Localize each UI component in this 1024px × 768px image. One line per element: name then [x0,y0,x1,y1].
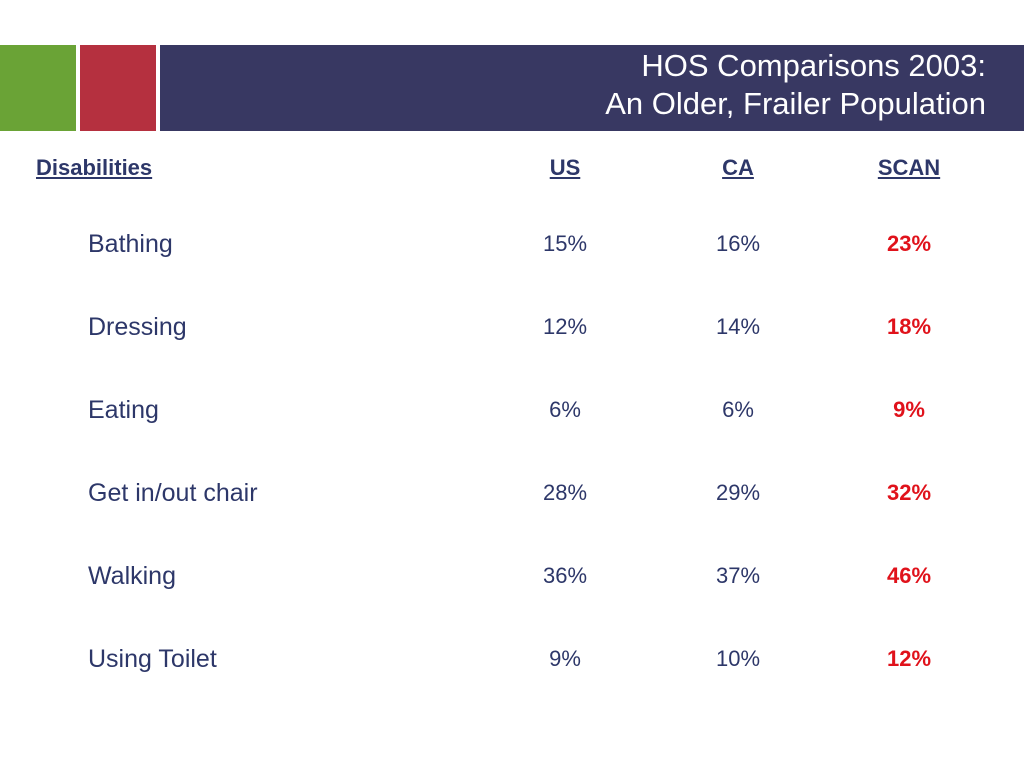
title-bar: HOS Comparisons 2003: An Older, Frailer … [160,45,1024,131]
red-accent-block [80,45,156,131]
slide-title: HOS Comparisons 2003: An Older, Frailer … [605,47,986,123]
cell-scan: 18% [886,314,932,339]
cell-us: 12% [542,314,588,339]
cell-scan: 12% [886,646,932,671]
header-us: US [549,155,581,180]
cell-us: 28% [542,480,588,505]
cell-scan: 32% [886,480,932,505]
cell-us: 15% [542,231,588,256]
header-ca: CA [722,155,754,180]
cell-scan: 46% [886,563,932,588]
row-label: Eating [88,396,159,424]
cell-us: 6% [549,397,581,422]
cell-scan: 9% [893,397,925,422]
slide-title-line-2: An Older, Frailer Population [605,86,986,121]
row-label: Using Toilet [88,645,217,673]
cell-ca: 14% [715,314,761,339]
cell-ca: 6% [722,397,754,422]
header-scan: SCAN [877,155,941,180]
row-label: Dressing [88,313,187,341]
cell-ca: 37% [715,563,761,588]
slide-title-line-1: HOS Comparisons 2003: [641,48,986,83]
cell-ca: 16% [715,231,761,256]
cell-ca: 29% [715,480,761,505]
header-band: HOS Comparisons 2003: An Older, Frailer … [0,45,1024,131]
row-label: Get in/out chair [88,479,258,507]
row-label: Walking [88,562,176,590]
cell-us: 9% [549,646,581,671]
cell-us: 36% [542,563,588,588]
row-label: Bathing [88,230,173,258]
green-accent-block [0,45,76,131]
cell-ca: 10% [715,646,761,671]
cell-scan: 23% [886,231,932,256]
header-disabilities: Disabilities [36,155,153,180]
